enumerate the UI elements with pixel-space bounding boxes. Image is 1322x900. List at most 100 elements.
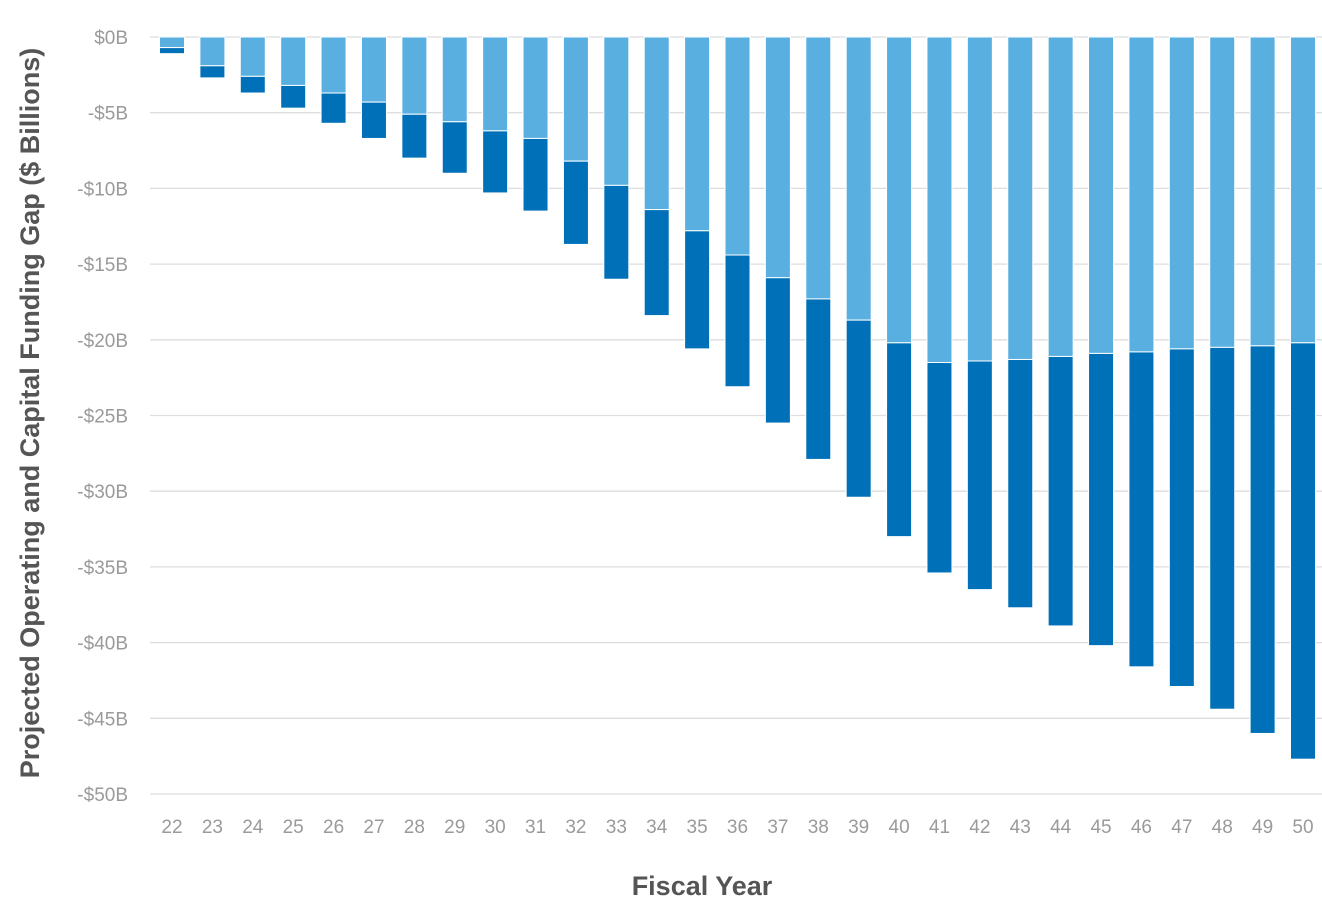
- bar-series-1: [1007, 36, 1034, 360]
- x-tick-label: 30: [485, 817, 506, 838]
- x-tick-label: 24: [242, 817, 264, 838]
- bar-series-2: [441, 121, 468, 174]
- bar-series-1: [280, 36, 307, 86]
- y-tick-label: $0B: [94, 28, 128, 49]
- x-tick-label: 42: [969, 817, 990, 838]
- y-axis-ticks: $0B -$5B -$10B -$15B -$20B -$25B -$30B -$35B -$4…: [77, 28, 128, 806]
- bar-series-1: [522, 36, 549, 139]
- x-tick-label: 44: [1050, 817, 1072, 838]
- bar-series-1: [886, 36, 913, 344]
- bar-series-1: [1290, 36, 1316, 344]
- bar-series-2: [1168, 348, 1195, 688]
- x-tick-label: 38: [808, 817, 829, 838]
- bar-series-2: [1290, 342, 1316, 760]
- bar-series-1: [320, 36, 347, 94]
- x-tick-label: 43: [1010, 817, 1031, 838]
- bar-series-2: [1007, 358, 1034, 609]
- bar-series-2: [360, 101, 387, 139]
- x-tick-label: 39: [848, 817, 869, 838]
- bar-series-2: [1088, 352, 1115, 647]
- bar-series-1: [926, 36, 953, 364]
- bar-series-1: [684, 36, 711, 232]
- y-tick-label: -$10B: [77, 179, 128, 200]
- bar-series-2: [562, 160, 589, 245]
- y-tick-label: -$35B: [77, 558, 128, 579]
- bar-series-2: [1249, 345, 1276, 734]
- bars: [159, 36, 1316, 760]
- bar-series-2: [159, 47, 185, 55]
- bar-series-2: [1128, 351, 1155, 668]
- x-tick-label: 33: [606, 817, 627, 838]
- bar-series-2: [926, 362, 953, 574]
- bar-series-1: [562, 36, 589, 162]
- bar-series-1: [603, 36, 630, 186]
- bar-series-1: [159, 36, 185, 49]
- bar-series-2: [886, 342, 913, 538]
- y-tick-label: -$5B: [88, 104, 128, 125]
- bar-series-1: [1209, 36, 1236, 348]
- bar-series-1: [199, 36, 226, 67]
- bar-series-1: [1168, 36, 1195, 350]
- y-tick-label: -$40B: [77, 634, 128, 655]
- y-tick-label: -$50B: [77, 785, 128, 806]
- x-tick-label: 48: [1212, 817, 1233, 838]
- bar-series-1: [1249, 36, 1276, 347]
- bar-series-2: [643, 209, 670, 317]
- bar-series-1: [401, 36, 428, 115]
- x-tick-label: 25: [283, 817, 304, 838]
- bar-series-1: [845, 36, 872, 321]
- bar-series-1: [643, 36, 670, 211]
- x-tick-label: 46: [1131, 817, 1152, 838]
- bar-series-1: [1128, 36, 1155, 353]
- x-tick-label: 40: [889, 817, 910, 838]
- bar-series-1: [482, 36, 509, 132]
- bar-series-1: [1088, 36, 1115, 354]
- y-axis-title: Projected Operating and Capital Funding …: [15, 48, 45, 779]
- bar-series-2: [320, 92, 347, 124]
- x-axis-ticks: 22 23 24 25 26 27 28 29 30 31 32 33 34 35 36 37 38 39 40 41…: [161, 817, 1313, 838]
- x-tick-label: 34: [646, 817, 668, 838]
- x-tick-label: 32: [565, 817, 586, 838]
- x-tick-label: 49: [1252, 817, 1273, 838]
- bar-series-2: [401, 113, 428, 159]
- bar-series-2: [764, 277, 791, 424]
- bar-series-2: [845, 319, 872, 498]
- x-tick-label: 28: [404, 817, 425, 838]
- x-tick-label: 47: [1171, 817, 1192, 838]
- bar-series-2: [805, 298, 832, 460]
- bar-series-1: [239, 36, 266, 77]
- bar-series-1: [764, 36, 791, 279]
- x-tick-label: 22: [161, 817, 182, 838]
- y-tick-label: -$45B: [77, 709, 128, 730]
- x-tick-label: 23: [202, 817, 223, 838]
- y-tick-label: -$15B: [77, 255, 128, 276]
- bar-series-1: [360, 36, 387, 103]
- y-tick-label: -$20B: [77, 331, 128, 352]
- bar-series-2: [1209, 346, 1236, 710]
- x-tick-label: 45: [1090, 817, 1111, 838]
- x-tick-label: 35: [687, 817, 708, 838]
- x-tick-label: 26: [323, 817, 344, 838]
- x-tick-label: 29: [444, 817, 465, 838]
- bar-series-2: [199, 65, 226, 79]
- x-tick-label: 36: [727, 817, 748, 838]
- bar-series-1: [966, 36, 993, 362]
- bar-series-2: [482, 130, 509, 194]
- x-tick-label: 31: [525, 817, 546, 838]
- x-tick-label: 41: [929, 817, 950, 838]
- bar-series-2: [1047, 355, 1074, 627]
- bar-series-2: [684, 230, 711, 350]
- bar-series-1: [1047, 36, 1074, 357]
- x-tick-label: 37: [767, 817, 788, 838]
- bar-series-2: [603, 184, 630, 280]
- y-tick-label: -$25B: [77, 407, 128, 428]
- bar-series-1: [724, 36, 751, 256]
- bar-series-2: [522, 137, 549, 212]
- bar-series-1: [805, 36, 832, 300]
- bar-series-2: [239, 75, 266, 94]
- x-axis-title: Fiscal Year: [632, 871, 773, 900]
- x-tick-label: 50: [1292, 817, 1313, 838]
- bar-series-2: [966, 360, 993, 591]
- bar-series-2: [724, 254, 751, 388]
